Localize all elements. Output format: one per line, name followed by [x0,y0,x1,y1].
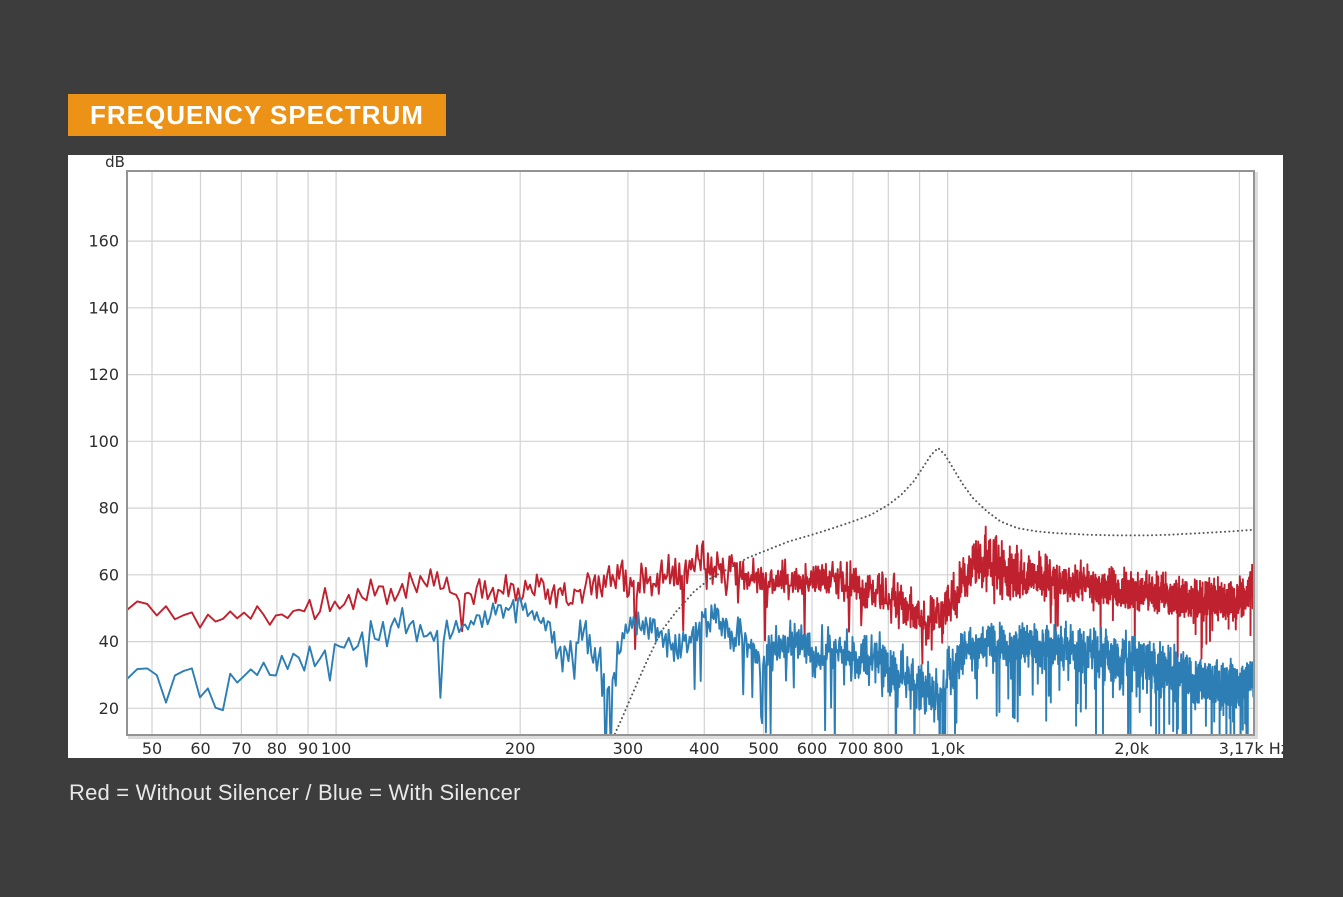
svg-text:140: 140 [88,298,119,317]
svg-text:700: 700 [838,739,869,758]
svg-text:90: 90 [298,739,318,758]
page-title: FREQUENCY SPECTRUM [90,99,424,130]
svg-text:160: 160 [88,232,119,251]
svg-text:200: 200 [505,739,536,758]
svg-text:400: 400 [689,739,720,758]
svg-text:800: 800 [873,739,904,758]
svg-text:600: 600 [797,739,828,758]
legend-caption: Red = Without Silencer / Blue = With Sil… [69,780,521,805]
svg-text:1,0k: 1,0k [930,739,965,758]
svg-text:80: 80 [99,499,119,518]
svg-text:120: 120 [88,365,119,384]
svg-text:70: 70 [231,739,251,758]
svg-text:50: 50 [142,739,162,758]
svg-text:60: 60 [99,565,119,584]
section-header: FREQUENCY SPECTRUM [68,94,446,136]
svg-text:40: 40 [99,632,119,651]
svg-text:500: 500 [748,739,779,758]
svg-text:60: 60 [190,739,210,758]
svg-text:dB: dB [105,155,125,171]
svg-text:20: 20 [99,699,119,718]
svg-text:100: 100 [88,432,119,451]
svg-text:2,0k: 2,0k [1114,739,1149,758]
svg-text:80: 80 [267,739,287,758]
svg-text:300: 300 [613,739,644,758]
chart-panel: dB 20 40 60 80 100 120 140 160 50 60 70 80 90 100 200 30… [68,155,1283,758]
svg-text:3,17k Hz: 3,17k Hz [1219,739,1283,758]
svg-text:100: 100 [321,739,352,758]
